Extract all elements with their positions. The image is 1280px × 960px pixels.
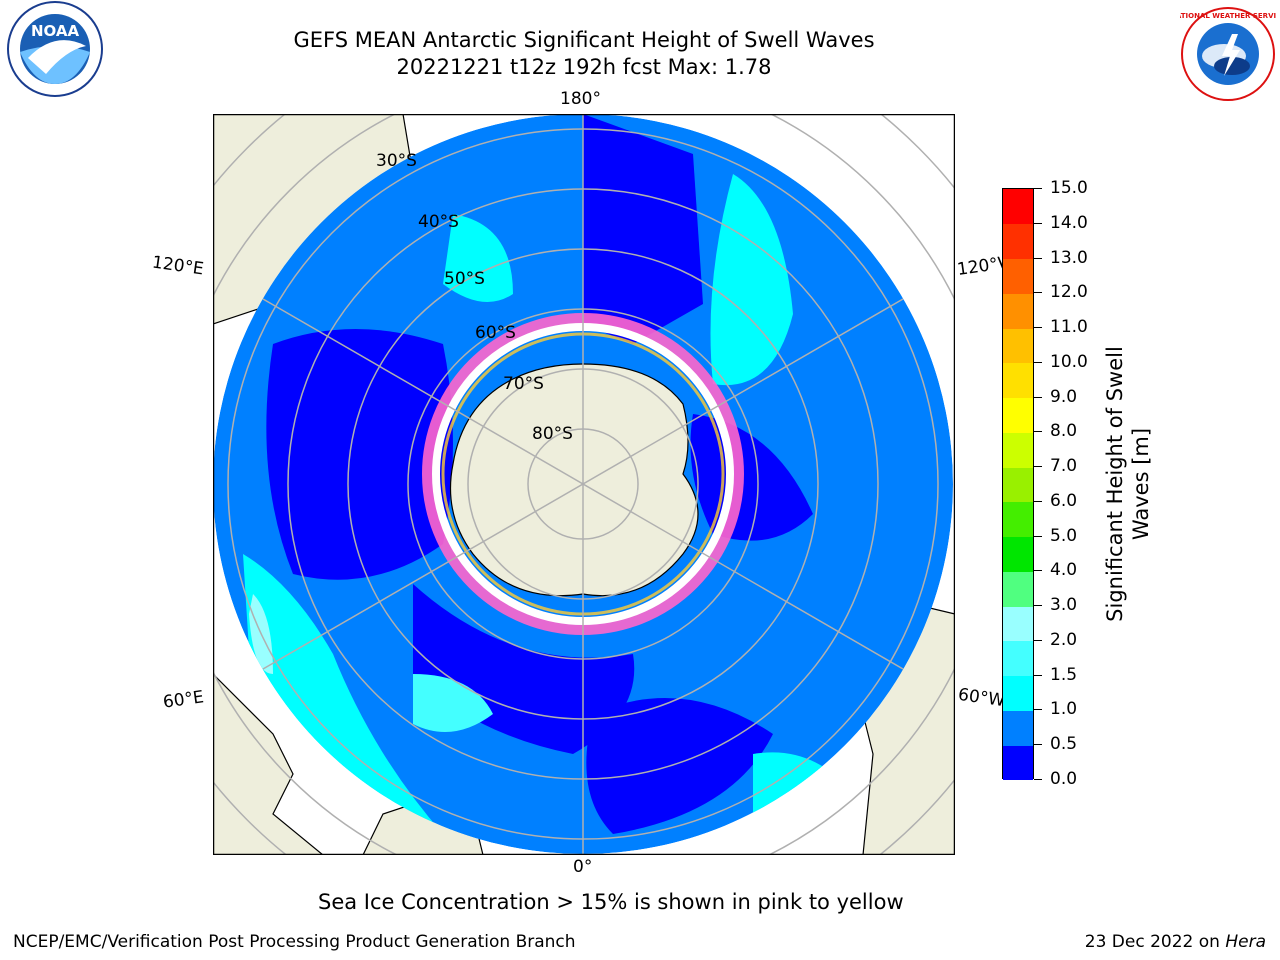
colorbar-title: Significant Height of Swell Waves [m] [1103, 346, 1153, 622]
colorbar-tick-label: 6.0 [1050, 490, 1078, 511]
colorbar-segment [1003, 710, 1033, 746]
colorbar-tick [1034, 500, 1042, 502]
colorbar-segment [1003, 432, 1033, 468]
colorbar-tick-label: 3.0 [1050, 595, 1078, 616]
colorbar-tick-label: 1.5 [1050, 664, 1078, 685]
colorbar-tick-label: 7.0 [1050, 456, 1078, 477]
colorbar-tick-label: 9.0 [1050, 386, 1078, 407]
footer-credit: NCEP/EMC/Verification Post Processing Pr… [13, 932, 576, 952]
colorbar-segment [1003, 223, 1033, 259]
colorbar-tick [1034, 674, 1042, 676]
colorbar-tick-label: 8.0 [1050, 421, 1078, 442]
lat-label-30s: 30°S [376, 151, 417, 171]
nws-ring-text: NATIONAL WEATHER SERVICE [1180, 12, 1276, 20]
colorbar-segment [1003, 328, 1033, 364]
colorbar-tick-label: 11.0 [1050, 317, 1088, 338]
lat-label-70s: 70°S [503, 374, 544, 394]
colorbar [1002, 188, 1034, 781]
colorbar-segment [1003, 293, 1033, 329]
colorbar-tick [1034, 535, 1042, 537]
lat-label-40s: 40°S [418, 212, 459, 232]
lon-label-180: 180° [560, 89, 601, 109]
lat-label-50s: 50°S [444, 269, 485, 289]
colorbar-tick-label: 15.0 [1050, 178, 1088, 198]
colorbar-segment [1003, 606, 1033, 642]
noaa-logo: NOAA [6, 0, 104, 98]
colorbar-tick-label: 10.0 [1050, 351, 1088, 372]
lat-label-60s: 60°S [475, 323, 516, 343]
colorbar-tick-label: 12.0 [1050, 282, 1088, 303]
colorbar-segment [1003, 571, 1033, 607]
polar-map [213, 114, 955, 855]
colorbar-segment [1003, 501, 1033, 538]
colorbar-tick [1034, 292, 1042, 294]
colorbar-segment [1003, 467, 1033, 503]
colorbar-tick [1034, 361, 1042, 363]
colorbar-tick-label: 1.0 [1050, 699, 1078, 720]
colorbar-tick [1034, 639, 1042, 641]
colorbar-segment [1003, 640, 1033, 677]
colorbar-segment [1003, 362, 1033, 399]
colorbar-segment [1003, 675, 1033, 711]
lon-label-60e: 60°E [161, 687, 206, 713]
colorbar-tick [1034, 779, 1042, 780]
lon-label-60w: 60°W [956, 684, 1007, 712]
colorbar-tick-label: 14.0 [1050, 212, 1088, 233]
map-title: GEFS MEAN Antarctic Significant Height o… [293, 28, 875, 52]
colorbar-tick [1034, 744, 1042, 746]
colorbar-segment [1003, 536, 1033, 572]
colorbar-segment [1003, 258, 1033, 294]
colorbar-tick-label: 0.0 [1050, 769, 1078, 789]
colorbar-segment [1003, 397, 1033, 433]
footer-date-text: 23 Dec 2022 on [1084, 932, 1226, 952]
colorbar-tick [1034, 431, 1042, 433]
colorbar-tick [1034, 222, 1042, 224]
colorbar-tick [1034, 257, 1042, 259]
map-subtitle: 20221221 t12z 192h fcst Max: 1.78 [396, 55, 772, 79]
colorbar-tick [1034, 188, 1042, 189]
colorbar-tick [1034, 396, 1042, 398]
sea-ice-note: Sea Ice Concentration > 15% is shown in … [318, 890, 904, 914]
lon-label-0: 0° [573, 857, 593, 877]
colorbar-tick-label: 0.5 [1050, 734, 1078, 755]
colorbar-tick-label: 13.0 [1050, 247, 1088, 268]
colorbar-tick [1034, 466, 1042, 468]
colorbar-tick [1034, 605, 1042, 607]
colorbar-tick [1034, 709, 1042, 711]
noaa-logo-text: NOAA [31, 22, 80, 40]
footer-date: 23 Dec 2022 on Hera [1085, 932, 1266, 952]
colorbar-tick-label: 2.0 [1050, 629, 1078, 650]
lat-label-80s: 80°S [532, 424, 573, 444]
footer-machine: Hera [1225, 932, 1266, 952]
colorbar-segment [1003, 745, 1033, 781]
nws-logo: NATIONAL WEATHER SERVICE [1170, 6, 1280, 102]
colorbar-tick-label: 5.0 [1050, 525, 1078, 546]
colorbar-tick-label: 4.0 [1050, 560, 1078, 581]
colorbar-tick [1034, 327, 1042, 329]
lon-label-120e: 120°E [150, 252, 205, 280]
colorbar-tick [1034, 570, 1042, 572]
colorbar-segment [1003, 189, 1033, 225]
